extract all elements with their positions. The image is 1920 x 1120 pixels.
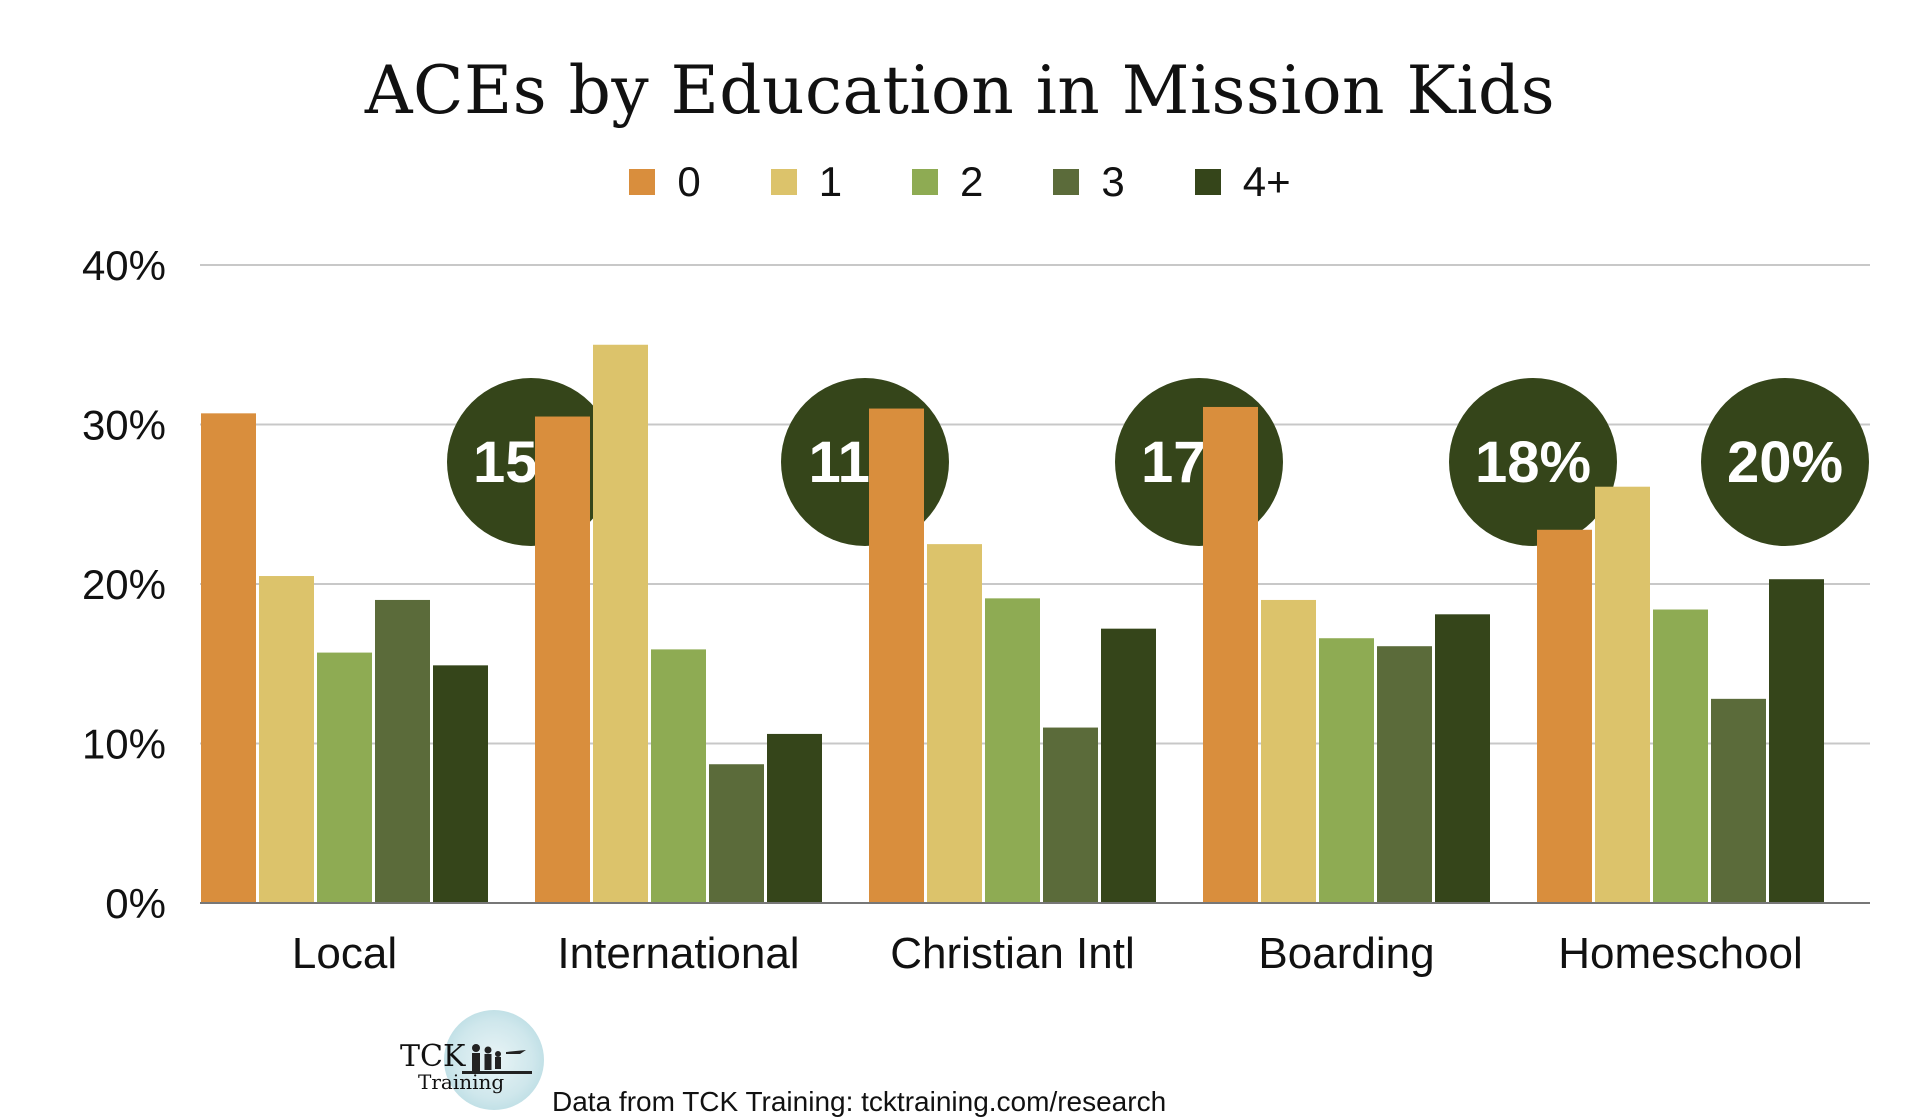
bar-boarding-4plus: [1435, 614, 1490, 903]
bar-local-1: [259, 576, 314, 903]
highlight-circle: [781, 378, 949, 546]
highlight-value: 15%: [473, 430, 589, 495]
x-tick-label: Homeschool: [1558, 929, 1803, 978]
tck-training-logo: TCK Training: [400, 1010, 550, 1120]
bar-christian-intl-3: [1043, 727, 1098, 903]
legend-swatch-4: [1194, 169, 1221, 195]
y-tick-label: 30%: [82, 402, 166, 449]
bar-homeschool-1: [1595, 486, 1650, 903]
legend-label-0: 0: [677, 158, 701, 205]
bar-local-4plus: [433, 665, 488, 903]
bar-christian-intl-1: [927, 544, 982, 903]
highlight-value: 18%: [1475, 430, 1591, 495]
bar-international-4plus: [767, 733, 822, 903]
bar-international-0: [535, 416, 590, 903]
bar-local-0: [201, 413, 256, 903]
bar-homeschool-3: [1711, 698, 1766, 903]
bar-international-3: [709, 764, 764, 903]
legend: 0 1 2 3 4+: [0, 158, 1920, 206]
legend-item-0: 0: [629, 158, 701, 206]
bar-boarding-2: [1319, 638, 1374, 903]
legend-swatch-2: [912, 169, 939, 195]
bar-christian-intl-2: [985, 598, 1040, 903]
x-tick-label: Local: [292, 929, 397, 978]
legend-item-3: 3: [1053, 158, 1125, 206]
y-tick-label: 20%: [82, 561, 166, 608]
highlight-circle: [1449, 378, 1617, 546]
highlight-value: 20%: [1727, 430, 1843, 495]
legend-label-3: 3: [1101, 158, 1125, 205]
bar-boarding-1: [1261, 599, 1316, 903]
legend-label-2: 2: [960, 158, 984, 205]
highlight-value: 11%: [809, 430, 922, 495]
highlight-value: 17%: [1141, 430, 1257, 495]
legend-swatch-1: [770, 169, 797, 195]
x-tick-label: Christian Intl: [890, 929, 1135, 978]
chart: ACEs by Education in Mission Kids 0 1 2 …: [0, 52, 1920, 1117]
bar-christian-intl-4plus: [1101, 628, 1156, 903]
bar-local-3: [375, 599, 430, 903]
highlight-circle: [1701, 378, 1869, 546]
legend-item-1: 1: [770, 158, 843, 206]
bar-christian-intl-0: [869, 408, 924, 903]
bar-homeschool-0: [1537, 529, 1592, 903]
highlight-circle: [447, 378, 615, 546]
legend-item-2: 2: [912, 158, 983, 206]
bar-boarding-0: [1203, 406, 1258, 903]
chart-title: ACEs by Education in Mission Kids: [364, 52, 1556, 129]
logo-text-training: Training: [418, 1070, 505, 1094]
legend-swatch-0: [629, 169, 656, 195]
y-tick-label: 0%: [105, 880, 166, 927]
highlight-circle: [1115, 378, 1283, 546]
legend-label-1: 1: [818, 158, 843, 205]
legend-swatch-3: [1053, 169, 1080, 195]
bar-international-1: [593, 344, 648, 903]
bar-international-2: [651, 649, 706, 903]
bar-local-2: [317, 652, 372, 903]
legend-item-4: 4+: [1194, 158, 1291, 206]
x-tick-label: International: [557, 929, 799, 978]
legend-label-4: 4+: [1242, 158, 1291, 205]
y-tick-label: 10%: [82, 721, 166, 768]
bar-homeschool-4plus: [1769, 579, 1824, 903]
source-text: Data from TCK Training: tcktraining.com/…: [552, 1086, 1167, 1117]
bar-boarding-3: [1377, 646, 1432, 903]
x-tick-label: Boarding: [1258, 929, 1434, 978]
bar-homeschool-2: [1653, 609, 1708, 903]
footer: TCK Training Data from TCK Training: tck…: [400, 1010, 1166, 1120]
y-tick-label: 40%: [82, 242, 166, 289]
logo-text-tck: TCK: [400, 1039, 466, 1074]
family-icon: [462, 1044, 532, 1074]
